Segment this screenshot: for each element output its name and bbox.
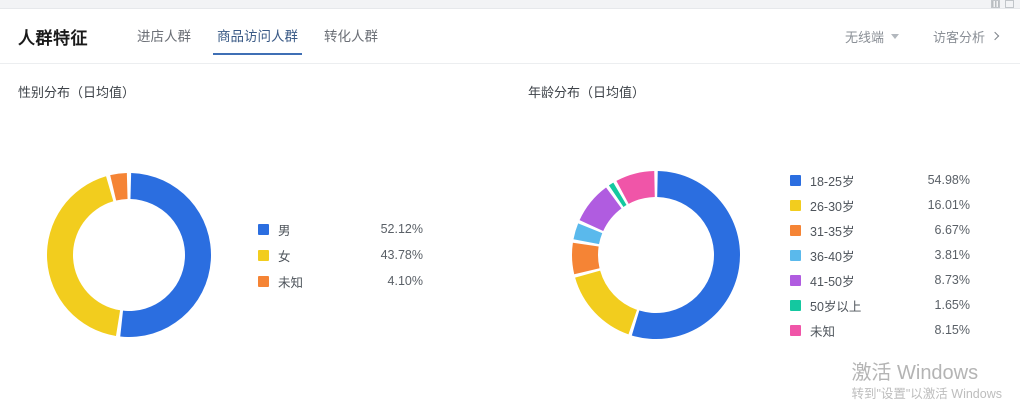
- menu-icon[interactable]: [991, 0, 1000, 8]
- donut-slice-女[interactable]: [47, 176, 121, 336]
- legend-label: 未知: [278, 275, 304, 290]
- device-filter-label: 无线端: [844, 29, 884, 45]
- charts-container: 性别分布（日均值） 男 52.12% 女 43.78% 未知 4.10% 年龄分布（日均值…: [0, 64, 1020, 420]
- legend-row[interactable]: 男 52.12%: [258, 216, 423, 242]
- age-donut-chart[interactable]: [556, 155, 756, 355]
- legend-swatch-icon: [790, 274, 801, 286]
- visitor-analysis-link[interactable]: 访客分析: [932, 27, 1000, 46]
- legend-swatch-icon: [790, 174, 801, 186]
- legend-row[interactable]: 31-35岁 6.67%: [790, 218, 970, 243]
- legend-row[interactable]: 女 43.78%: [258, 242, 423, 268]
- donut-slice-31-35岁[interactable]: [572, 242, 600, 275]
- donut-slice-26-30岁[interactable]: [575, 270, 637, 335]
- age-distribution-panel: 年龄分布（日均值） 18-25岁 54.98% 26-30岁 16.01% 31-35岁…: [510, 64, 1020, 420]
- chevron-right-icon: [990, 31, 1000, 41]
- legend-label: 男: [278, 223, 291, 238]
- legend-label: 18-25岁: [810, 174, 855, 189]
- legend-label: 未知: [810, 324, 836, 339]
- header-actions: 无线端 访客分析: [845, 27, 1000, 46]
- legend-row[interactable]: 未知 4.10%: [258, 268, 423, 294]
- legend-value: 1.65%: [934, 298, 970, 312]
- donut-slice-41-50岁[interactable]: [579, 187, 622, 231]
- donut-slice-未知[interactable]: [110, 173, 128, 201]
- legend-value: 4.10%: [387, 274, 423, 288]
- legend-swatch-icon: [258, 249, 269, 261]
- browser-chrome-strip: [0, 0, 1020, 9]
- gender-donut-chart[interactable]: [29, 155, 229, 355]
- legend-label: 50岁以上: [810, 299, 862, 314]
- page-title: 人群特征: [18, 28, 88, 48]
- donut-slice-未知[interactable]: [616, 171, 655, 204]
- legend-value: 8.15%: [934, 323, 970, 337]
- gender-legend: 男 52.12% 女 43.78% 未知 4.10%: [258, 216, 423, 294]
- donut-slice-18-25岁[interactable]: [631, 171, 741, 339]
- legend-value: 43.78%: [380, 248, 423, 262]
- legend-row[interactable]: 50岁以上 1.65%: [790, 293, 970, 318]
- legend-label: 31-35岁: [810, 224, 855, 239]
- gender-chart-body: 男 52.12% 女 43.78% 未知 4.10%: [0, 105, 510, 405]
- visitor-analysis-label: 访客分析: [932, 29, 985, 45]
- chrome-icons: [991, 0, 1014, 8]
- legend-swatch-icon: [790, 299, 801, 311]
- legend-row[interactable]: 18-25岁 54.98%: [790, 168, 970, 193]
- age-chart-body: 18-25岁 54.98% 26-30岁 16.01% 31-35岁 6.67% 36-40…: [510, 105, 1020, 405]
- legend-label: 女: [278, 249, 291, 264]
- tab-product-visit-crowd[interactable]: 商品访问人群: [204, 9, 311, 64]
- legend-label: 41-50岁: [810, 274, 855, 289]
- legend-value: 16.01%: [927, 198, 970, 212]
- donut-slice-男[interactable]: [120, 173, 211, 337]
- legend-value: 52.12%: [380, 222, 423, 236]
- window-icon[interactable]: [1005, 0, 1014, 8]
- legend-row[interactable]: 未知 8.15%: [790, 318, 970, 343]
- legend-label: 36-40岁: [810, 249, 855, 264]
- legend-value: 3.81%: [934, 248, 970, 262]
- legend-row[interactable]: 41-50岁 8.73%: [790, 268, 970, 293]
- legend-swatch-icon: [790, 199, 801, 211]
- legend-swatch-icon: [258, 223, 269, 235]
- age-donut-wrap: [522, 155, 790, 355]
- legend-swatch-icon: [790, 249, 801, 261]
- legend-swatch-icon: [790, 324, 801, 336]
- gender-chart-title: 性别分布（日均值）: [18, 85, 136, 100]
- gender-donut-wrap: [0, 155, 258, 355]
- legend-row[interactable]: 36-40岁 3.81%: [790, 243, 970, 268]
- gender-distribution-panel: 性别分布（日均值） 男 52.12% 女 43.78% 未知 4.10%: [0, 64, 510, 420]
- legend-swatch-icon: [790, 224, 801, 236]
- device-filter-dropdown[interactable]: 无线端: [845, 27, 899, 46]
- age-chart-title: 年龄分布（日均值）: [528, 85, 646, 100]
- donut-slice-50岁以上[interactable]: [608, 182, 627, 207]
- age-legend: 18-25岁 54.98% 26-30岁 16.01% 31-35岁 6.67% 36-40…: [790, 168, 970, 343]
- tab-bar: 进店人群 商品访问人群 转化人群: [124, 9, 391, 64]
- page-header: 人群特征 进店人群 商品访问人群 转化人群 无线端 访客分析: [0, 9, 1020, 64]
- legend-value: 6.67%: [934, 223, 970, 237]
- tab-conversion-crowd[interactable]: 转化人群: [324, 28, 378, 44]
- legend-value: 8.73%: [934, 273, 970, 287]
- chevron-down-icon: [890, 33, 899, 39]
- donut-slice-36-40岁[interactable]: [573, 223, 603, 245]
- legend-row[interactable]: 26-30岁 16.01%: [790, 193, 970, 218]
- legend-value: 54.98%: [927, 173, 970, 187]
- tab-entering-crowd[interactable]: 进店人群: [137, 28, 191, 44]
- legend-swatch-icon: [258, 275, 269, 287]
- legend-label: 26-30岁: [810, 199, 855, 214]
